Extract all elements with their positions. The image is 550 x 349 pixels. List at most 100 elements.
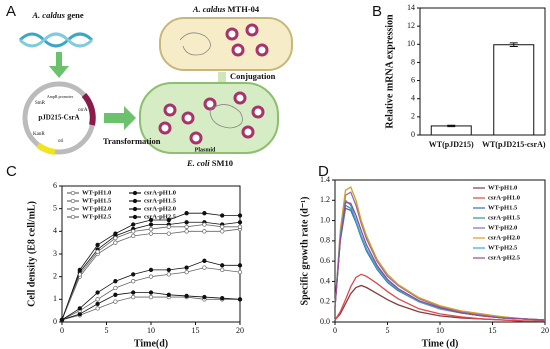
x-tick-label: 0 [60, 326, 64, 335]
point [184, 224, 189, 229]
point [131, 294, 136, 300]
point [77, 267, 82, 273]
arrow [49, 52, 69, 78]
legend-marker [132, 190, 138, 196]
y-tick-label: 1 [53, 294, 57, 303]
legend-label: csrA-pH1.5 [144, 197, 177, 204]
point [202, 265, 207, 270]
legend-label: csrA-pH2.5 [144, 213, 177, 220]
point [166, 217, 171, 223]
point [237, 220, 243, 225]
point [184, 265, 189, 270]
point [131, 272, 136, 277]
promoter-label: AmpR promoter [47, 94, 74, 99]
legend-label: WT-pH2.0 [82, 205, 111, 212]
host-label: E. coli SM10 [186, 158, 233, 168]
chromosome [179, 32, 243, 129]
point [166, 272, 171, 277]
point [220, 296, 225, 301]
point [220, 267, 225, 273]
point [220, 229, 225, 234]
ori-segment [36, 142, 56, 155]
legend-label: csrA-pH2.0 [144, 205, 176, 212]
panel-label: A [6, 3, 16, 20]
x-tick-label: 20 [236, 326, 244, 335]
legend-label: csrA-pH1.0 [488, 194, 520, 201]
y-tick-label: 12 [407, 21, 415, 30]
y-tick-label: 0.0 [320, 317, 330, 326]
y-tick-label: 0.4 [320, 276, 330, 285]
gene-segment [81, 92, 96, 126]
plasmid-label: Plasmid [195, 147, 216, 153]
point [220, 213, 225, 218]
y-tick-label: 1.0 [320, 215, 330, 224]
x-tick-label: 5 [105, 326, 109, 335]
point [202, 222, 207, 227]
legend-label: WT-pH2.5 [82, 213, 112, 220]
y-tick-label: 2 [53, 271, 57, 280]
point [113, 240, 118, 245]
legend-label: csrA-pH2.0 [488, 234, 520, 241]
y-tick-label: 4 [411, 94, 415, 103]
series-line [61, 228, 241, 320]
marker-label: SmR [35, 101, 46, 106]
series-line [334, 191, 546, 321]
y-tick-label: 8 [411, 57, 415, 66]
point [131, 290, 136, 295]
y-tick-label: 6 [53, 181, 57, 190]
point [202, 229, 207, 234]
marker-label: ori [58, 139, 64, 144]
legend-marker [70, 190, 76, 196]
legend-label: WT-pH1.0 [82, 189, 111, 196]
y-tick-label: 2 [411, 112, 415, 121]
y-tick-label: 0 [53, 317, 57, 326]
bar [493, 44, 535, 136]
point [237, 224, 243, 229]
series-line [334, 201, 546, 321]
legend-marker [132, 214, 138, 220]
legend-marker [70, 198, 76, 204]
point [220, 224, 225, 229]
donor-label: A. caldus MTH-04 [192, 4, 260, 14]
point [202, 258, 207, 263]
point [113, 292, 118, 297]
point [237, 269, 243, 275]
arrow [104, 106, 136, 130]
point [131, 229, 136, 234]
point [148, 290, 154, 295]
point [184, 211, 189, 216]
series-line [334, 273, 545, 322]
panel-label: D [318, 163, 329, 180]
marker-label: KanR [33, 132, 45, 137]
y-tick-label: 0.2 [320, 297, 330, 306]
y-tick-label: 1.2 [320, 195, 330, 204]
legend-label: WT-pH2.0 [488, 224, 517, 231]
y-tick-label: 6 [411, 75, 415, 84]
point [148, 231, 154, 236]
point [166, 224, 171, 229]
point [148, 274, 154, 279]
point [131, 233, 136, 239]
y-tick-label: 0.8 [320, 236, 330, 245]
point [220, 263, 225, 268]
legend-marker [132, 206, 138, 212]
legend-label: csrA-pH1.5 [488, 214, 521, 221]
y-tick-label: 14 [407, 3, 415, 12]
dna-strand [18, 32, 94, 48]
x-tick-label: 20 [541, 326, 549, 335]
point [95, 297, 100, 302]
panel-label: C [6, 163, 17, 180]
plot-frame [419, 7, 546, 136]
x-tick-label: 5 [386, 326, 390, 335]
panel-label: B [372, 3, 382, 20]
error-bar [447, 124, 456, 128]
x-tick-label: WT(pJD215-csrA) [482, 140, 546, 149]
point [148, 267, 154, 273]
y-axis-label: Relative mRNA expression [384, 14, 395, 129]
point [202, 211, 207, 216]
point [113, 285, 118, 291]
dna-strand [18, 32, 94, 48]
point [148, 217, 154, 223]
legend-label: csrA-pH2.5 [488, 254, 521, 261]
